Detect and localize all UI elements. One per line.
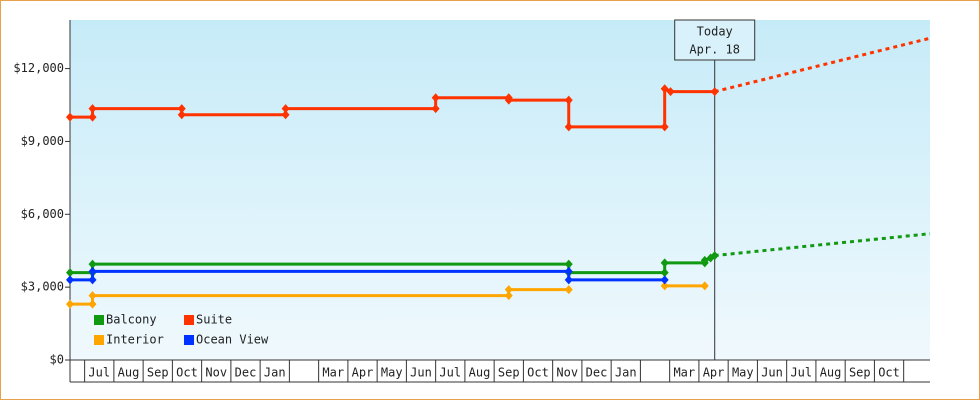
point [88, 104, 97, 114]
point [177, 110, 186, 120]
x-tick-label: Sep [849, 366, 871, 380]
y-tick-label: $9,000 [21, 134, 64, 148]
legend-swatch [94, 335, 104, 345]
x-tick-label: Oct [527, 366, 549, 380]
point [660, 84, 669, 94]
point [88, 299, 97, 309]
point [504, 285, 513, 295]
point [88, 112, 97, 122]
point [177, 104, 186, 114]
y-tick-label: $12,000 [13, 61, 64, 75]
point [666, 87, 675, 97]
point [564, 266, 573, 276]
forecast-line [714, 36, 931, 94]
point [281, 110, 290, 120]
today-label: Apr. 18 [689, 43, 740, 57]
point [700, 255, 709, 265]
point [710, 87, 719, 97]
point [660, 275, 669, 285]
x-tick-label: Apr [703, 366, 725, 380]
x-tick-label: May [732, 366, 754, 380]
legend-label: Interior [106, 333, 164, 347]
x-tick-label: Sep [498, 366, 520, 380]
point [660, 122, 669, 132]
x-tick-label: Aug [118, 366, 140, 380]
x-tick-label: Mar [673, 366, 695, 380]
legend-label: Balcony [106, 313, 157, 327]
x-tick-label: Jul [790, 366, 812, 380]
point [564, 122, 573, 132]
y-tick-label: $6,000 [21, 207, 64, 221]
point [660, 258, 669, 268]
x-tick-label: Nov [556, 366, 578, 380]
point [504, 95, 513, 105]
x-tick-label: May [381, 366, 403, 380]
today-box [674, 19, 756, 61]
x-tick-label: Sep [147, 366, 169, 380]
y-tick-label: $0 [50, 353, 64, 367]
point [660, 268, 669, 278]
x-tick-label: Nov [205, 366, 227, 380]
point [88, 275, 97, 285]
x-tick-label: Dec [586, 366, 608, 380]
x-tick-label: Mar [322, 366, 344, 380]
point [88, 291, 97, 301]
point [564, 285, 573, 295]
point [431, 93, 440, 103]
point [281, 104, 290, 114]
point [66, 275, 74, 285]
point [504, 291, 513, 301]
x-tick-label: Apr [352, 366, 374, 380]
plot-area [70, 20, 930, 360]
point [66, 112, 74, 122]
y-tick-label: $3,000 [21, 280, 64, 294]
x-tick-label: Oct [878, 366, 900, 380]
x-tick-label: Jan [615, 366, 637, 380]
x-tick-label: Jul [88, 366, 110, 380]
x-tick-label: Jun [410, 366, 432, 380]
point [564, 259, 573, 269]
legend-swatch [184, 335, 194, 345]
x-tick-label: Jan [264, 366, 286, 380]
point [564, 275, 573, 285]
today-label: Today [697, 25, 733, 39]
point [660, 281, 669, 291]
x-tick-label: Oct [176, 366, 198, 380]
legend-label: Suite [196, 313, 232, 327]
x-tick-label: Jul [439, 366, 461, 380]
point [88, 259, 97, 269]
point [66, 299, 74, 309]
x-tick-label: Aug [820, 366, 842, 380]
point [710, 251, 719, 261]
point [431, 104, 440, 114]
x-tick-label: Dec [235, 366, 257, 380]
legend-swatch [94, 315, 104, 325]
x-tick-label: Aug [469, 366, 491, 380]
legend-label: Ocean View [196, 333, 269, 347]
point [88, 266, 97, 276]
point [700, 281, 709, 291]
x-tick-label: Jun [761, 366, 783, 380]
legend-swatch [184, 315, 194, 325]
point [66, 268, 74, 278]
point [564, 95, 573, 105]
